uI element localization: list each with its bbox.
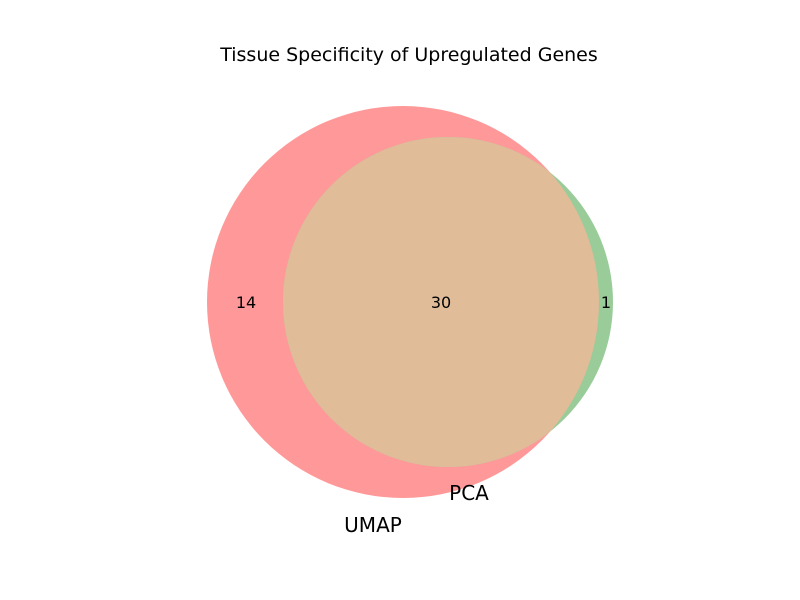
set-b-only-count: 1 xyxy=(601,293,611,312)
set-b-label: PCA xyxy=(449,481,489,505)
overlap-count: 30 xyxy=(431,293,451,312)
set-a-only-count: 14 xyxy=(236,293,256,312)
set-a-label: UMAP xyxy=(344,513,402,537)
diagram-title: Tissue Specificity of Upregulated Genes xyxy=(219,44,598,66)
overlap-region xyxy=(283,137,599,467)
